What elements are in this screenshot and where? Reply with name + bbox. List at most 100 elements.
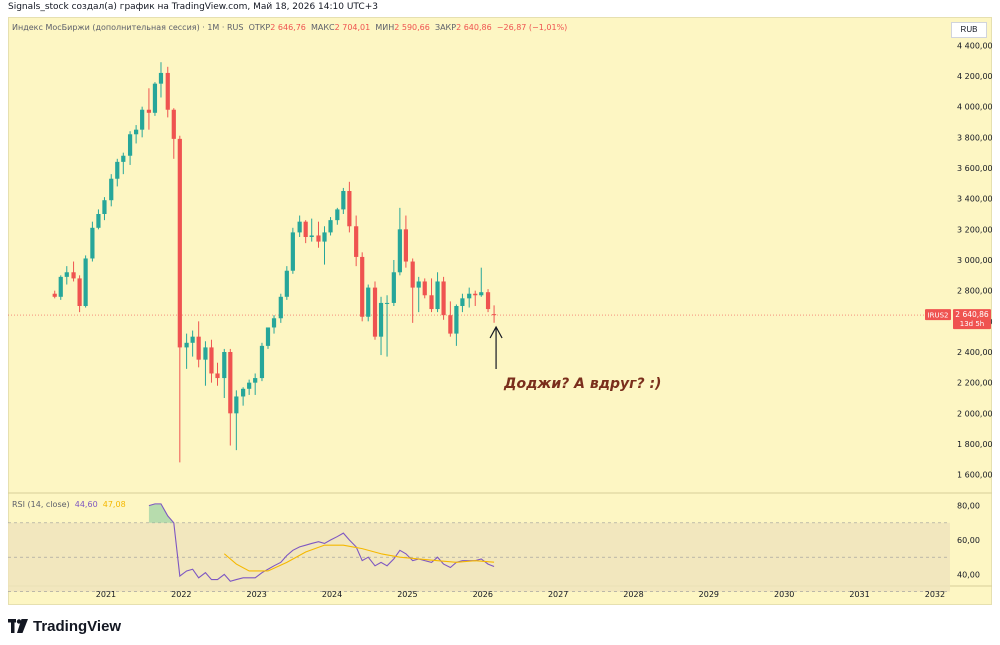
candle-body — [416, 281, 421, 288]
symbol-tag-label: IRUS2 — [928, 312, 949, 320]
price-tick-label: 4 000,00 — [957, 103, 993, 112]
time-tick-label: 2032 — [925, 590, 945, 599]
author-line: Signals_stock создал(а) график на Tradin… — [8, 2, 378, 12]
candle-body — [403, 229, 409, 262]
candle-body — [316, 235, 321, 242]
time-tick-label: 2026 — [473, 590, 493, 599]
candle-body — [410, 261, 415, 288]
candle-body — [152, 83, 158, 113]
candle-body — [203, 347, 208, 360]
close-value: 2 640,86 — [456, 23, 492, 32]
candle-body — [467, 293, 472, 299]
candle-body — [253, 378, 258, 383]
candle-body — [121, 155, 126, 162]
price-legend: Индекс МосБиржи (дополнительная сессия) … — [12, 23, 567, 32]
candle-body — [454, 306, 459, 334]
candle-body — [378, 302, 384, 337]
candle-body — [448, 315, 453, 334]
price-tick-label: 4 200,00 — [957, 72, 993, 81]
currency-button[interactable]: RUB — [951, 22, 987, 38]
rsi-tick-label: 40,00 — [957, 570, 980, 579]
candle-body — [64, 272, 69, 277]
candle-body — [391, 272, 396, 303]
candle-body — [303, 221, 308, 237]
candle-body — [259, 345, 265, 379]
rsi-ma-line — [223, 544, 495, 572]
candle-body — [335, 209, 340, 221]
candle-body — [322, 232, 327, 242]
candle-body — [354, 226, 359, 257]
high-value: 2 704,01 — [334, 23, 371, 32]
candle-body — [479, 292, 484, 296]
candle-body — [190, 336, 195, 343]
time-tick-label: 2030 — [774, 590, 794, 599]
tradingview-logo[interactable]: TradingView — [8, 616, 121, 636]
price-tick-label: 1 800,00 — [957, 440, 993, 449]
tradingview-logo-icon — [8, 619, 28, 633]
candle-body — [58, 276, 63, 297]
candle-body — [341, 191, 346, 210]
rsi-line — [148, 503, 495, 582]
candle-body — [177, 138, 182, 348]
candle-body — [271, 318, 277, 328]
price-tick-label: 3 400,00 — [957, 195, 993, 204]
candle-body — [290, 232, 295, 271]
candle-body — [241, 388, 246, 397]
price-tick-label: 2 400,00 — [957, 348, 993, 357]
candle-body — [109, 178, 114, 201]
change-value: −26,87 (−1,01%) — [496, 23, 568, 32]
price-tick-label: 3 000,00 — [957, 256, 993, 265]
candle-body — [309, 235, 314, 237]
low-value: 2 590,66 — [394, 23, 430, 32]
rsi-legend: RSI (14, close) 44,60 47,08 — [12, 500, 126, 509]
candle-body — [165, 72, 170, 110]
candle-body — [196, 336, 201, 360]
candle-body — [278, 296, 283, 319]
candle-body — [366, 287, 371, 317]
instrument-label: Индекс МосБиржи (дополнительная сессия) … — [12, 23, 244, 32]
candle-body — [397, 229, 402, 273]
time-tick-label: 2025 — [397, 590, 417, 599]
candle-body — [247, 382, 252, 389]
open-label: ОТКР — [248, 23, 271, 32]
candle-body — [491, 314, 497, 316]
low-label: МИН — [375, 23, 395, 32]
price-tag-countdown: 13d 5h — [960, 320, 984, 328]
candle-body — [265, 327, 271, 346]
annotation-text: Доджи? А вдруг? :) — [504, 376, 662, 392]
price-tick-label: 1 600,00 — [957, 471, 993, 480]
time-tick-label: 2029 — [699, 590, 719, 599]
price-tick-label: 4 400,00 — [957, 41, 993, 50]
candle-body — [384, 302, 390, 304]
candle-body — [184, 342, 189, 348]
high-label: МАКС — [310, 23, 335, 32]
candle-body — [441, 281, 446, 316]
candle-body — [228, 352, 233, 414]
price-tick-label: 3 600,00 — [957, 164, 993, 173]
candle-body — [284, 270, 289, 297]
time-tick-label: 2028 — [623, 590, 643, 599]
candle-body — [90, 227, 95, 259]
close-label: ЗАКР — [434, 23, 457, 32]
rsi-tick-label: 60,00 — [957, 536, 980, 545]
candle-body — [473, 293, 478, 296]
candle-body — [360, 256, 365, 317]
rsi-ma-value: 47,08 — [102, 500, 126, 509]
time-tick-label: 2023 — [247, 590, 267, 599]
candle-body — [485, 292, 491, 310]
candle-body — [171, 109, 176, 139]
candle-body — [215, 373, 220, 379]
candle-body — [209, 347, 214, 374]
price-tick-label: 3 200,00 — [957, 225, 993, 234]
candle-body — [222, 352, 227, 379]
annotation-arrowhead — [489, 325, 503, 339]
candle-body — [146, 109, 152, 113]
candle-body — [52, 293, 57, 297]
tradingview-logo-text: TradingView — [33, 617, 122, 635]
price-tick-label: 2 000,00 — [957, 409, 993, 418]
time-tick-label: 2027 — [548, 590, 568, 599]
candle-body — [83, 258, 88, 306]
candle-body — [127, 134, 133, 156]
time-tick-label: 2022 — [171, 590, 191, 599]
